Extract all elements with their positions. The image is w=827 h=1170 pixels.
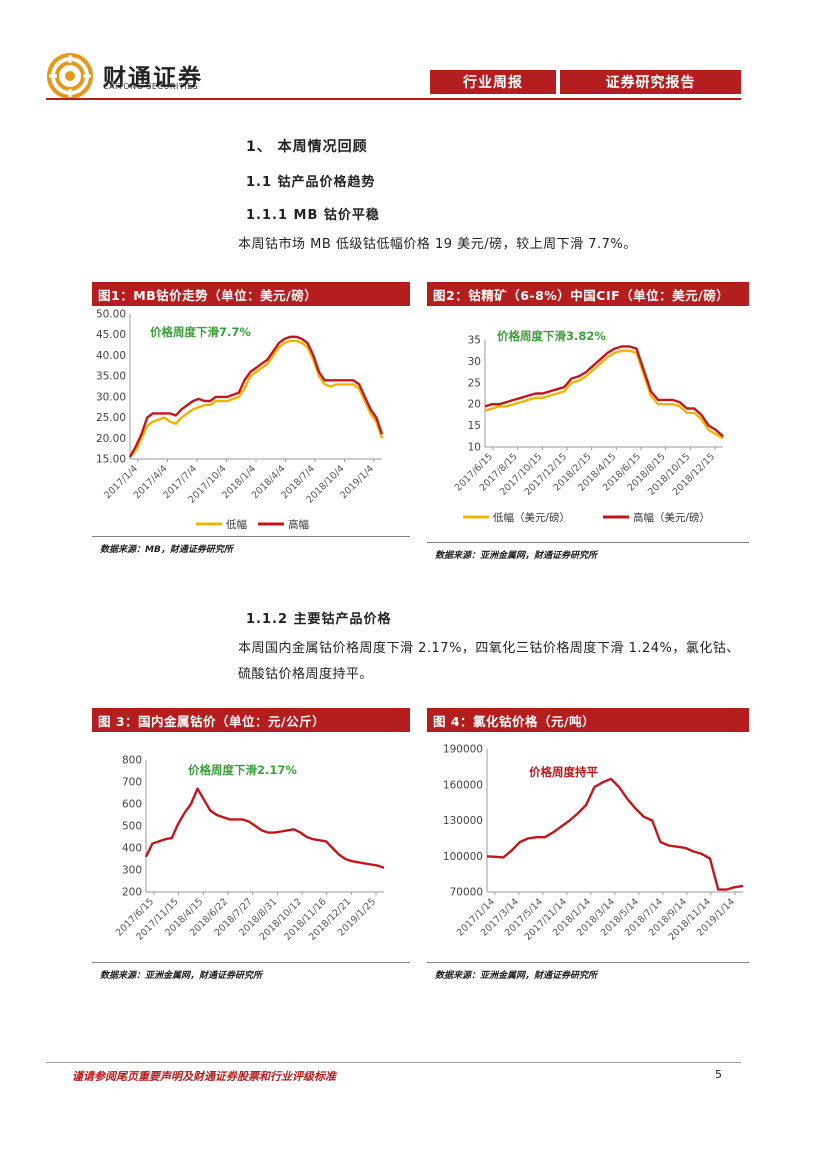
legend-label-1: 高幅（美元/磅） bbox=[633, 511, 710, 524]
logo-text-en: CAITONG SECURITIES bbox=[103, 82, 199, 91]
y-tick-label: 200 bbox=[122, 887, 142, 899]
figure-2-chart: 1015202530352017/6/152017/8/152017/10/15… bbox=[453, 329, 724, 524]
figure-3-title: 图 3：国内金属钴价（单位：元/公斤） bbox=[92, 708, 410, 732]
y-tick-label: 190000 bbox=[443, 744, 483, 756]
series-line-0 bbox=[486, 777, 744, 891]
figure-3-bottom-rule bbox=[92, 962, 410, 963]
series-line-1 bbox=[128, 335, 384, 458]
section-heading-1-1-1: 1.1.1 MB 钴价平稳 bbox=[246, 208, 380, 223]
figure-1-source: 数据来源：MB，财通证券研究所 bbox=[100, 545, 233, 555]
y-tick-label: 100000 bbox=[443, 851, 483, 863]
chart-annotation: 价格周度下滑7.7% bbox=[150, 325, 251, 339]
figure-1-bottom-rule bbox=[92, 536, 410, 537]
paragraph-products-line1: 本周国内金属钴价格周度下滑 2.17%，四氧化三钴价格周度下滑 1.24%，氯化… bbox=[238, 641, 740, 656]
figure-2-bottom-rule bbox=[427, 542, 749, 543]
y-tick-label: 35.00 bbox=[96, 371, 126, 383]
report-kind-badge: 证券研究报告 bbox=[560, 70, 741, 94]
section-heading-1-1-2: 1.1.2 主要钴产品价格 bbox=[246, 612, 392, 627]
y-tick-label: 45.00 bbox=[96, 329, 126, 341]
y-tick-label: 35 bbox=[468, 335, 481, 347]
section-heading-1: 1、 本周情况回顾 bbox=[246, 139, 368, 155]
figure-4-source: 数据来源：亚洲金属网，财通证券研究所 bbox=[435, 971, 598, 981]
report-type-badge: 行业周报 bbox=[430, 70, 556, 94]
footer-divider bbox=[46, 1062, 741, 1063]
paragraph-products-line2: 硫酸钴价格周度持平。 bbox=[238, 667, 374, 682]
y-tick-label: 40.00 bbox=[96, 350, 126, 362]
y-tick-label: 70000 bbox=[450, 887, 483, 899]
series-line-0 bbox=[129, 339, 384, 458]
figure-1-title: 图1：MB钴价走势（单位：美元/磅） bbox=[92, 282, 410, 306]
y-tick-label: 10 bbox=[468, 442, 481, 454]
legend-label-1: 高幅 bbox=[288, 518, 309, 531]
logo-text-cn: 财通证券 bbox=[103, 64, 203, 91]
chart-annotation: 价格周度下滑2.17% bbox=[188, 763, 297, 777]
y-tick-label: 800 bbox=[122, 755, 142, 767]
figure-4-title: 图 4：氯化钴价格（元/吨） bbox=[427, 708, 749, 732]
y-tick-label: 30.00 bbox=[96, 391, 126, 403]
y-tick-label: 25 bbox=[468, 377, 481, 389]
caitong-logo-icon bbox=[47, 53, 93, 99]
y-tick-label: 15 bbox=[468, 420, 481, 432]
figure-4-chart: 700001000001300001600001900002017/1/1420… bbox=[443, 744, 744, 943]
figure-2-source: 数据来源：亚洲金属网，财通证券研究所 bbox=[435, 551, 598, 561]
y-tick-label: 50.00 bbox=[96, 309, 126, 321]
figure-3-chart: 2003004005006007008002017/6/152017/11/15… bbox=[114, 755, 385, 943]
figure-4-bottom-rule bbox=[427, 962, 749, 963]
y-tick-label: 160000 bbox=[443, 779, 483, 791]
page-number: 5 bbox=[715, 1068, 722, 1081]
y-tick-label: 130000 bbox=[443, 815, 483, 827]
y-tick-label: 600 bbox=[122, 799, 142, 811]
figure-1-chart: 15.00 20.00 25.00 30.00 35.00 40.00 45.00 50.00… bbox=[96, 309, 384, 531]
chart-annotation: 价格周度下滑3.82% bbox=[497, 329, 606, 343]
y-tick-label: 20.00 bbox=[96, 433, 126, 445]
y-tick-label: 400 bbox=[122, 843, 142, 855]
y-tick-label: 700 bbox=[122, 777, 142, 789]
figure-3-source: 数据来源：亚洲金属网，财通证券研究所 bbox=[100, 971, 263, 981]
paragraph-mb-price: 本周钴市场 MB 低级钴低幅价格 19 美元/磅，较上周下滑 7.7%。 bbox=[238, 237, 637, 252]
y-tick-label: 300 bbox=[122, 865, 142, 877]
footer-disclaimer: 谨请参阅尾页重要声明及财通证券股票和行业评级标准 bbox=[72, 1070, 336, 1083]
header-divider bbox=[46, 98, 741, 100]
series-line-0 bbox=[484, 349, 724, 440]
y-tick-label: 20 bbox=[468, 399, 481, 411]
y-tick-label: 500 bbox=[122, 821, 142, 833]
y-tick-label: 25.00 bbox=[96, 412, 126, 424]
figure-2-title: 图2：钴精矿（6-8%）中国CIF（单位：美元/磅） bbox=[427, 282, 749, 306]
legend-label-0: 低幅 bbox=[226, 518, 247, 531]
chart-annotation: 价格周度持平 bbox=[529, 765, 598, 779]
y-tick-label: 30 bbox=[468, 356, 481, 368]
section-heading-1-1: 1.1 钴产品价格趋势 bbox=[246, 175, 376, 190]
series-line-0 bbox=[144, 787, 385, 869]
series-line-1 bbox=[484, 345, 724, 438]
y-tick-label: 15.00 bbox=[96, 454, 126, 466]
legend-label-0: 低幅（美元/磅） bbox=[493, 511, 570, 524]
